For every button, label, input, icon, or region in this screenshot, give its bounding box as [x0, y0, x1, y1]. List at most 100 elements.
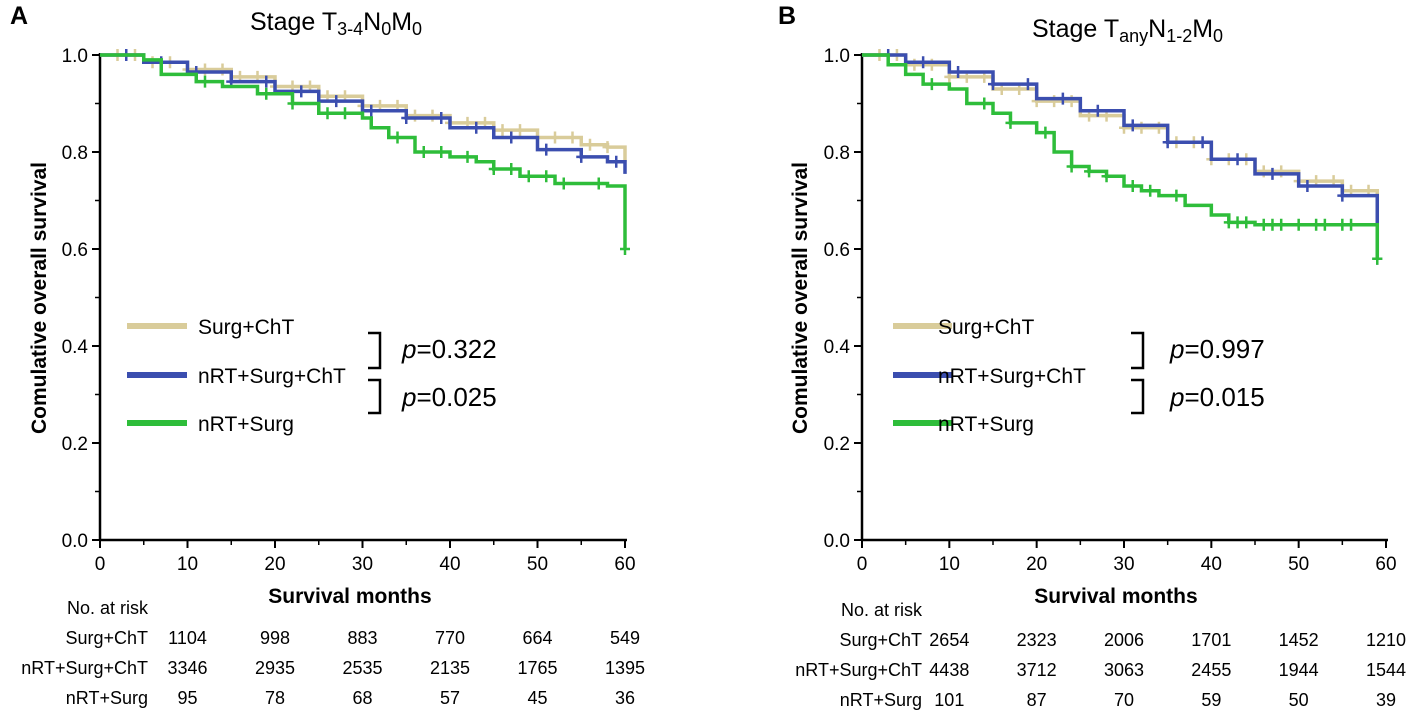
censor-mark	[488, 162, 499, 175]
censor-mark	[1171, 189, 1182, 202]
censor-mark	[926, 58, 937, 71]
risk-values: 1104 998 883 770 664 549 3346 2935 2535 2135 1765 1…	[167, 628, 645, 708]
risk-row-label: nRT+Surg+ChT	[795, 660, 922, 680]
legend: Surg+ChT nRT+Surg+ChT nRT+Surg	[893, 316, 1086, 436]
censor-mark	[567, 131, 578, 144]
risk-value: 3712	[1017, 660, 1057, 680]
legend-label: nRT+Surg+ChT	[938, 365, 1086, 388]
x-tick-label: 60	[1375, 554, 1396, 575]
y-axis-label: Comulative overall survival	[789, 162, 812, 434]
axes: 0 10 20 30 40 50 60 0.0 0.2 0.4 0.6 0.8 1.0	[824, 46, 1397, 575]
risk-value: 2323	[1017, 630, 1057, 650]
censor-mark	[392, 131, 403, 144]
risk-row-label: Surg+ChT	[65, 628, 148, 648]
censor-mark	[515, 124, 525, 137]
censor-mark	[1241, 216, 1252, 229]
censor-mark	[1267, 218, 1278, 231]
risk-value: 1701	[1191, 630, 1231, 650]
risk-value: 45	[527, 688, 547, 708]
axes: 0 10 20 30 40 50 60 0.0 0.2 0.4 0.6 0.8 1.0	[62, 46, 636, 575]
x-axis-label: Survival months	[268, 585, 431, 608]
risk-value: 1210	[1366, 630, 1406, 650]
censor-mark	[1258, 218, 1269, 231]
panel-b: B Stage TanyN1-2M0 Comulative overall su…	[778, 2, 1406, 710]
censor-mark	[1319, 218, 1330, 231]
panel-label: B	[778, 2, 796, 30]
censor-mark	[462, 150, 473, 163]
y-tick-label: 0.2	[62, 434, 88, 455]
risk-value: 664	[522, 628, 552, 648]
censor-mark	[200, 63, 210, 76]
legend-label: Surg+ChT	[198, 316, 294, 339]
censor-mark	[471, 121, 482, 134]
risk-value: 883	[347, 628, 377, 648]
censor-mark	[1293, 218, 1304, 231]
censor-mark	[436, 112, 447, 125]
y-tick-label: 1.0	[824, 46, 850, 67]
risk-value: 2654	[929, 630, 969, 650]
bracket	[368, 331, 382, 370]
risk-value: 1944	[1279, 660, 1319, 680]
y-tick-label: 0.4	[824, 337, 851, 358]
censor-mark	[1258, 165, 1269, 178]
risk-value: 2535	[342, 658, 382, 678]
censor-mark	[585, 138, 595, 151]
p-values: p=0.322 p=0.025	[368, 331, 497, 415]
censor-mark	[261, 75, 272, 88]
censor-mark	[506, 131, 517, 144]
censor-mark	[1092, 104, 1103, 117]
risk-value: 39	[1376, 690, 1396, 710]
legend: Surg+ChT nRT+Surg+ChT nRT+Surg	[127, 316, 346, 436]
y-tick-label: 0.0	[824, 531, 850, 552]
legend-label: Surg+ChT	[938, 316, 1034, 339]
censor-mark	[1005, 116, 1016, 129]
risk-value: 87	[1027, 690, 1047, 710]
censor-mark	[1040, 126, 1051, 139]
risk-row-label: Surg+ChT	[839, 630, 922, 650]
risk-header: No. at risk	[67, 598, 149, 618]
risk-value: 549	[610, 628, 640, 648]
chart-title: Stage T3-4N0M0	[250, 8, 422, 39]
censor-mark	[436, 146, 447, 158]
x-tick-label: 40	[1201, 554, 1222, 575]
censor-mark	[550, 131, 560, 144]
censor-mark	[1022, 78, 1033, 91]
risk-value: 68	[352, 688, 372, 708]
censor-mark	[918, 56, 929, 69]
risk-value: 3063	[1104, 660, 1144, 680]
censor-mark	[1197, 136, 1208, 149]
censor-mark	[953, 65, 964, 78]
y-tick-label: 0.6	[62, 240, 88, 261]
risk-value: 4438	[929, 660, 969, 680]
y-tick-label: 0.8	[824, 143, 850, 164]
censor-mark	[1057, 92, 1068, 105]
risk-value: 1452	[1279, 630, 1319, 650]
risk-value: 2006	[1104, 630, 1144, 650]
censor-mark	[541, 143, 552, 156]
y-tick-label: 0.6	[824, 240, 850, 261]
km-curve-nrt-surg	[862, 53, 1380, 259]
risk-row-label: nRT+Surg	[66, 688, 148, 708]
risk-value: 50	[1289, 690, 1309, 710]
x-tick-label: 0	[95, 554, 106, 575]
risk-value: 2135	[430, 658, 470, 678]
risk-header: No. at risk	[841, 600, 923, 620]
y-tick-label: 1.0	[62, 46, 88, 67]
x-tick-label: 60	[614, 554, 635, 575]
censor-mark	[322, 107, 333, 120]
p-value-1: p=0.997	[1169, 334, 1265, 364]
censor-mark	[331, 95, 342, 108]
censor-mark	[1127, 119, 1138, 132]
y-tick-label: 0.8	[62, 143, 88, 164]
risk-values: 2654 2323 2006 1701 1452 1210 4438 3712 3063 2455…	[929, 630, 1406, 710]
censor-mark	[1267, 167, 1278, 180]
censor-mark	[1136, 121, 1147, 134]
risk-value: 998	[260, 628, 290, 648]
bracket	[1131, 331, 1145, 370]
censor-mark	[611, 155, 622, 168]
bracket	[368, 378, 382, 415]
y-tick-label: 0.0	[62, 531, 88, 552]
censor-mark	[558, 177, 569, 190]
censor-mark	[497, 124, 508, 137]
